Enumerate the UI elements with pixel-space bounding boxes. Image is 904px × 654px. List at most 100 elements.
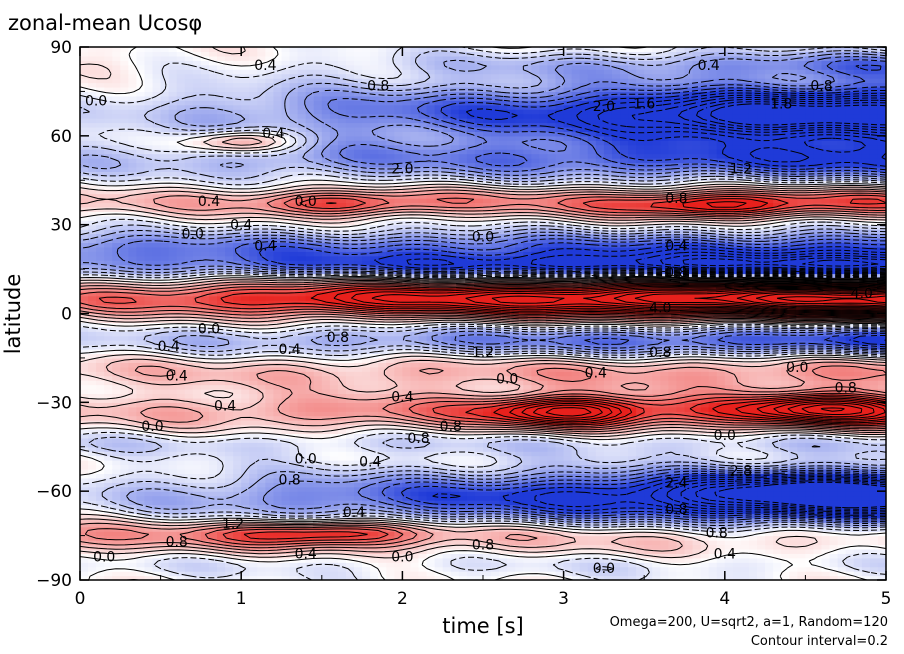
field-cell (249, 433, 258, 439)
field-cell (120, 135, 129, 141)
field-cell (378, 162, 387, 168)
field-cell (144, 91, 154, 97)
field-cell (321, 389, 331, 395)
field-cell (217, 504, 226, 510)
field-cell (128, 246, 138, 252)
field-cell (233, 384, 242, 390)
field-cell (249, 162, 258, 168)
field-cell (160, 349, 170, 355)
field-cell (329, 477, 339, 483)
field-cell (313, 380, 323, 386)
field-cell (104, 544, 113, 550)
field-cell (136, 140, 146, 146)
field-cell (104, 158, 113, 164)
field-cell (402, 55, 412, 61)
field-cell (249, 451, 258, 457)
field-cell (362, 118, 371, 124)
field-cell (80, 331, 89, 337)
field-cell (152, 149, 162, 155)
field-cell (200, 375, 210, 381)
field-cell (345, 109, 355, 115)
field-cell (192, 55, 202, 61)
field-cell (200, 184, 210, 190)
field-cell (273, 393, 283, 399)
field-cell (329, 366, 339, 372)
field-cell (176, 180, 186, 186)
field-cell (337, 242, 347, 248)
field-cell (136, 295, 146, 301)
field-cell (88, 282, 97, 288)
field-cell (160, 468, 170, 474)
field-cell (88, 491, 97, 497)
field-cell (313, 104, 323, 110)
field-cell (281, 446, 291, 452)
field-cell (176, 91, 186, 97)
field-cell (362, 202, 371, 208)
field-cell (136, 237, 146, 244)
field-cell (233, 500, 242, 506)
field-cell (136, 371, 146, 377)
field-cell (144, 233, 154, 239)
field-cell (394, 78, 403, 84)
field-cell (184, 397, 194, 403)
field-cell (192, 189, 202, 195)
field-cell (160, 482, 170, 488)
field-cell (88, 215, 97, 221)
field-cell (176, 295, 186, 301)
field-cell (120, 548, 129, 554)
field-cell (112, 246, 121, 252)
field-cell (249, 158, 258, 164)
field-cell (225, 446, 234, 452)
field-cell (362, 260, 371, 266)
field-cell (120, 389, 129, 395)
field-cell (249, 375, 258, 381)
field-cell (200, 291, 210, 297)
field-cell (136, 202, 146, 208)
field-cell (305, 78, 315, 84)
field-cell (297, 500, 307, 506)
field-cell (96, 55, 105, 61)
field-cell (321, 402, 331, 408)
field-cell (152, 535, 162, 541)
field-cell (192, 460, 202, 466)
field-cell (152, 282, 162, 288)
field-cell (168, 242, 178, 248)
field-cell (225, 78, 234, 84)
field-cell (273, 162, 283, 168)
field-cell (176, 242, 186, 248)
field-cell (257, 291, 266, 297)
field-cell (160, 242, 170, 248)
field-cell (370, 393, 379, 399)
field-cell (370, 397, 379, 403)
field-cell (96, 291, 105, 297)
field-cell (200, 384, 210, 390)
field-cell (96, 51, 105, 57)
field-cell (378, 118, 387, 124)
field-cell (370, 442, 379, 448)
field-cell (313, 51, 323, 57)
field-cell (80, 362, 89, 368)
field-cell (144, 295, 154, 301)
field-cell (337, 389, 347, 395)
field-cell (337, 60, 347, 66)
field-cell (257, 406, 266, 412)
field-cell (249, 193, 258, 199)
field-cell (152, 300, 162, 306)
field-cell (96, 535, 105, 541)
field-cell (192, 162, 202, 168)
field-cell (208, 211, 218, 217)
field-cell (313, 402, 323, 408)
field-cell (152, 442, 162, 448)
field-cell (184, 144, 194, 150)
field-cell (144, 424, 154, 430)
field-cell (96, 69, 105, 75)
field-cell (80, 237, 89, 244)
field-cell (297, 384, 307, 390)
field-cell (192, 402, 202, 408)
field-cell (168, 575, 178, 580)
field-cell (297, 295, 307, 301)
field-cell (208, 109, 218, 115)
field-cell (128, 402, 138, 408)
field-cell (192, 482, 202, 488)
field-cell (136, 251, 146, 257)
